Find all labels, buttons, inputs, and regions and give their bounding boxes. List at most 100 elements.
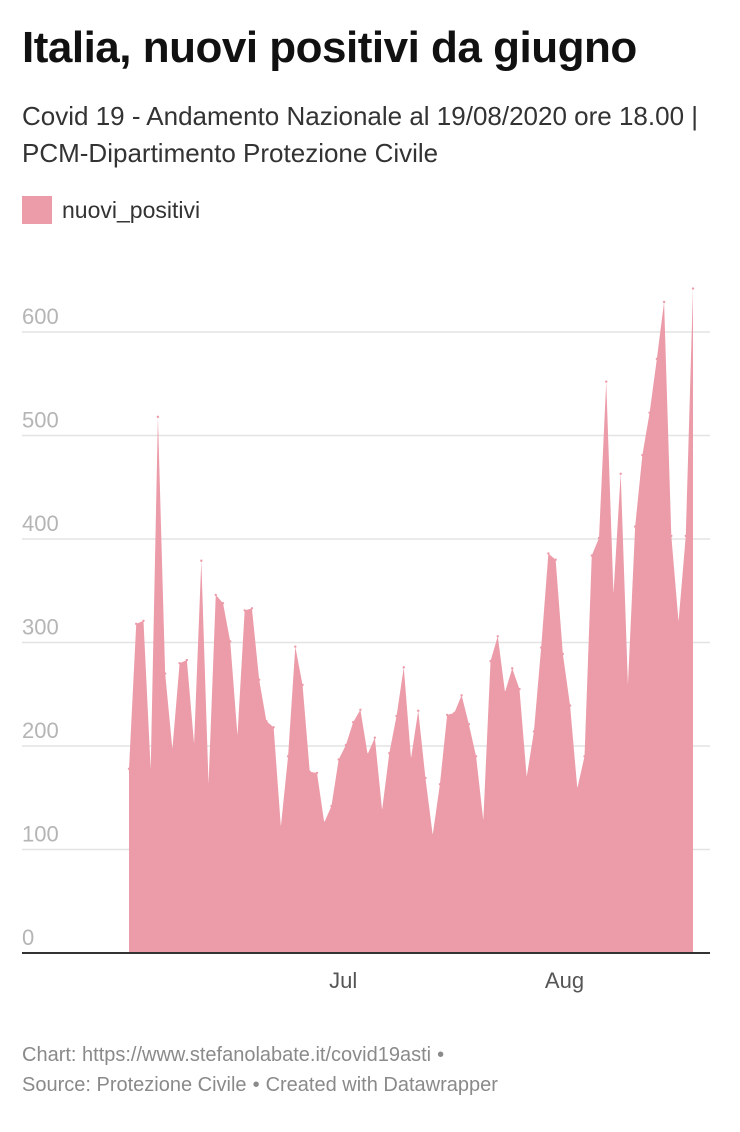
data-point [272, 726, 275, 729]
data-point [243, 609, 246, 612]
data-point [619, 472, 622, 475]
data-point [641, 453, 644, 457]
data-point [445, 713, 449, 717]
data-point [417, 709, 420, 713]
data-point [344, 743, 348, 747]
y-tick-label: 200 [22, 718, 59, 743]
data-point [633, 525, 637, 528]
data-point [691, 287, 695, 290]
data-point [554, 558, 557, 561]
data-point [279, 825, 283, 828]
data-point [402, 666, 405, 669]
chart-credit: Chart: https://www.stefanolabate.it/covi… [22, 1044, 432, 1066]
legend-label: nuovi_positivi [62, 196, 201, 223]
data-point [366, 753, 369, 756]
data-point [337, 758, 340, 761]
y-tick-label: 300 [22, 615, 59, 640]
data-point [178, 662, 181, 665]
data-point [171, 747, 174, 751]
y-tick-label: 400 [22, 511, 59, 536]
x-tick-label: Aug [545, 968, 584, 993]
footer-separator: • [252, 1074, 260, 1096]
data-point [294, 645, 297, 648]
data-point [380, 808, 384, 812]
y-tick-label: 0 [22, 925, 34, 950]
data-point [142, 619, 145, 622]
data-point [525, 775, 528, 779]
data-point [460, 694, 463, 697]
data-point [662, 300, 666, 304]
data-point [409, 757, 413, 760]
datawrapper-credit: Created with Datawrapper [265, 1074, 498, 1096]
x-tick-label: Jul [329, 968, 357, 993]
data-point [192, 742, 196, 746]
data-point [395, 714, 398, 718]
data-point [511, 667, 514, 670]
data-point [453, 711, 456, 715]
data-point [315, 771, 319, 775]
data-point [265, 719, 268, 723]
data-point [547, 552, 550, 555]
footer-line-1: Chart: https://www.stefanolabate.it/covi… [22, 1040, 498, 1070]
data-point [286, 755, 290, 758]
data-point [431, 833, 434, 837]
data-point [489, 659, 492, 663]
data-point [539, 646, 543, 649]
data-point [127, 767, 131, 770]
data-point [583, 755, 586, 758]
data-point [163, 672, 167, 675]
data-point [250, 607, 254, 610]
y-tick-label: 600 [22, 304, 59, 329]
data-point [207, 783, 210, 786]
data-point [359, 708, 362, 711]
chart-subtitle: Covid 19 - Andamento Nazionale al 19/08/… [22, 101, 698, 168]
data-point [185, 658, 189, 662]
data-point [351, 721, 355, 724]
data-point [214, 593, 217, 597]
data-point [467, 723, 471, 726]
legend: nuovi_positivi [22, 196, 200, 224]
data-point [424, 776, 427, 780]
data-point [503, 690, 507, 694]
data-point [482, 819, 485, 822]
data-point [568, 704, 572, 707]
area-series-nuovi-positivi [129, 288, 693, 953]
data-point [301, 683, 304, 687]
y-tick-label: 500 [22, 408, 59, 433]
data-point [200, 559, 203, 562]
footer-line-2: Source: Protezione Civile • Created with D… [22, 1070, 498, 1100]
data-point [597, 536, 601, 540]
data-point [684, 534, 687, 538]
data-point [135, 622, 138, 626]
footer-separator: • [437, 1044, 445, 1066]
data-point [438, 783, 442, 786]
data-point [670, 534, 673, 538]
data-point [590, 554, 593, 557]
data-point [229, 640, 232, 643]
data-point [323, 821, 326, 824]
data-point [149, 768, 152, 772]
data-point [373, 736, 377, 739]
legend-swatch [22, 196, 52, 224]
data-point [518, 687, 521, 691]
data-point [308, 770, 311, 774]
data-point [605, 380, 608, 383]
data-point [156, 415, 160, 419]
data-point [388, 752, 391, 755]
chart-title: Italia, nuovi positivi da giugno [22, 23, 637, 72]
data-point [532, 730, 536, 733]
data-point [221, 601, 225, 605]
footer: Chart: https://www.stefanolabate.it/covi… [22, 1040, 498, 1100]
data-point [474, 755, 478, 758]
data-point [236, 734, 239, 737]
data-point [655, 357, 659, 361]
data-point [677, 620, 680, 623]
data-point [496, 635, 499, 638]
data-point [626, 683, 630, 687]
data-point [576, 787, 579, 790]
data-point [257, 678, 261, 681]
source-credit: Source: Protezione Civile [22, 1074, 247, 1096]
data-point [561, 652, 565, 656]
data-point [330, 804, 333, 808]
data-point [648, 411, 651, 414]
